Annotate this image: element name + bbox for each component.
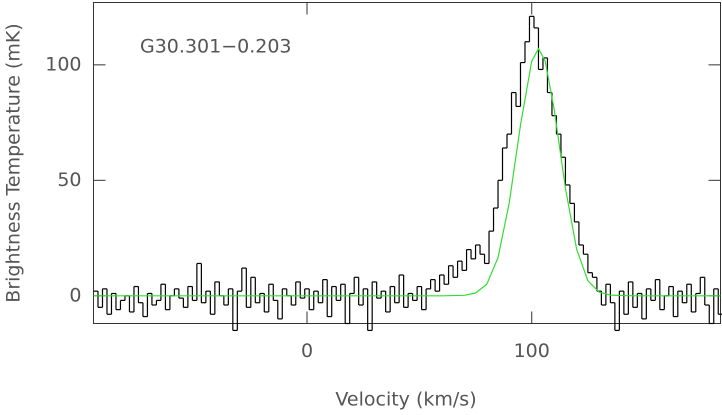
x-axis-label: Velocity (km/s) [335, 389, 476, 411]
plot-frame [93, 2, 721, 324]
y-tick-label: 0 [69, 284, 81, 306]
y-axis-label: Brightness Temperature (mK) [3, 23, 25, 302]
spectrum-connector [97, 16, 719, 331]
x-tick-label: 100 [514, 340, 550, 362]
x-tick-label: 0 [301, 340, 313, 362]
annotation: G30.301−0.203 [140, 36, 292, 58]
y-tick-label: 50 [57, 169, 81, 191]
y-tick-label: 100 [45, 53, 81, 75]
fit-line [93, 47, 721, 297]
